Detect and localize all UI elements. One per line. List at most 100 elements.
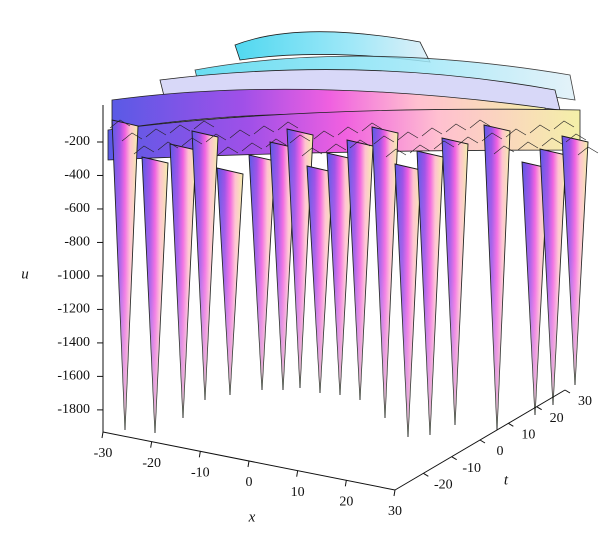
mesh-line — [577, 146, 599, 156]
x-tick-label: -30 — [94, 446, 113, 461]
x-tick — [198, 451, 201, 458]
mesh-line — [241, 142, 263, 152]
t-tick — [479, 439, 486, 444]
mesh-line — [121, 132, 143, 142]
mesh-line — [565, 133, 587, 143]
mesh-line — [229, 129, 251, 139]
x-tick — [247, 460, 250, 468]
x-tick-label: 20 — [339, 495, 353, 510]
mesh-line — [433, 140, 455, 150]
z-axis-label: u — [21, 266, 29, 282]
mesh-line — [109, 119, 131, 129]
spike-shade — [562, 136, 588, 385]
t-tick-label: 20 — [550, 411, 564, 426]
t-tick — [451, 456, 457, 461]
z-tick-label: -1200 — [57, 302, 90, 317]
mesh-line — [169, 124, 191, 134]
mesh-line — [337, 126, 359, 136]
z-tick-label: -600 — [64, 201, 90, 216]
axes — [97, 105, 571, 497]
spike-shade — [307, 166, 333, 393]
x-tick — [344, 480, 347, 487]
z-tick-label: -800 — [64, 235, 90, 250]
spike-shade — [170, 144, 196, 418]
spike-shade — [142, 157, 168, 433]
mesh-line — [133, 145, 155, 155]
spike-shade — [484, 125, 510, 430]
z-tick-label: -200 — [64, 134, 90, 149]
spike-shade — [442, 138, 468, 425]
spike-shade — [522, 162, 548, 415]
mesh-line — [349, 139, 371, 149]
mesh-line — [553, 120, 575, 130]
t-axis-label: t — [504, 472, 509, 488]
mesh-line — [193, 120, 215, 130]
x-tick-label: 0 — [246, 475, 253, 490]
spike-shade — [217, 168, 243, 395]
x-tick-label: 30 — [388, 504, 402, 519]
mesh-line — [421, 127, 443, 137]
mesh-line — [469, 119, 491, 129]
x-tick-label: 10 — [291, 485, 305, 500]
mesh-line — [529, 124, 551, 134]
spike-shade — [395, 164, 421, 437]
mesh-line — [325, 143, 347, 153]
mesh-line — [445, 123, 467, 133]
mesh-line — [217, 146, 239, 156]
x-tick — [150, 441, 153, 448]
spike-shade — [112, 120, 138, 430]
mesh-line — [265, 138, 287, 148]
mesh-line — [145, 128, 167, 138]
x-tick-label: -10 — [191, 466, 210, 481]
t-tick — [423, 472, 429, 477]
z-tick-label: -1400 — [57, 335, 90, 350]
t-tick-label: -20 — [434, 478, 453, 493]
mesh-line — [361, 122, 383, 132]
mesh-line — [457, 136, 479, 146]
mesh-line — [253, 125, 275, 135]
mesh-line — [289, 134, 311, 144]
t-tick-label: -10 — [462, 461, 481, 476]
mesh-line — [373, 135, 395, 145]
spike-shade — [372, 127, 398, 418]
mesh-line — [385, 148, 407, 158]
mesh-line — [517, 141, 539, 151]
spike-shade — [540, 149, 566, 405]
spike-shade — [270, 142, 296, 390]
mesh-line — [493, 145, 515, 155]
x-axis-label: x — [248, 509, 256, 525]
mesh-line — [409, 144, 431, 154]
spike-shade — [249, 155, 275, 390]
z-tick-label: -1600 — [57, 369, 90, 384]
t-tick — [508, 422, 514, 427]
spike-shade — [417, 151, 443, 435]
mesh-line — [397, 131, 419, 141]
mesh-line — [505, 128, 527, 138]
mesh-line — [181, 137, 203, 147]
mesh-line — [277, 121, 299, 131]
x-tick — [101, 431, 104, 439]
t-tick-label: 10 — [521, 428, 535, 443]
spike-shade — [287, 129, 313, 388]
z-tick-label: -400 — [64, 168, 90, 183]
t-tick-label: 30 — [578, 394, 592, 409]
surface — [107, 31, 599, 438]
mesh-line — [541, 137, 563, 147]
spike-shade — [192, 131, 218, 400]
x-tick-label: -20 — [142, 456, 161, 471]
spike-shade — [347, 140, 373, 400]
mesh-line — [481, 132, 503, 142]
z-tick-label: -1800 — [57, 402, 90, 417]
t-tick — [564, 389, 571, 394]
spike-shade — [327, 153, 353, 395]
t-tick-label: 0 — [497, 444, 504, 459]
mesh-line — [301, 147, 323, 157]
z-tick-label: -1000 — [57, 268, 90, 283]
x-tick — [393, 489, 396, 497]
x-tick — [296, 470, 299, 477]
mesh-line — [157, 141, 179, 151]
mesh-line — [313, 130, 335, 140]
t-tick — [536, 406, 542, 411]
mesh-line — [205, 133, 227, 143]
